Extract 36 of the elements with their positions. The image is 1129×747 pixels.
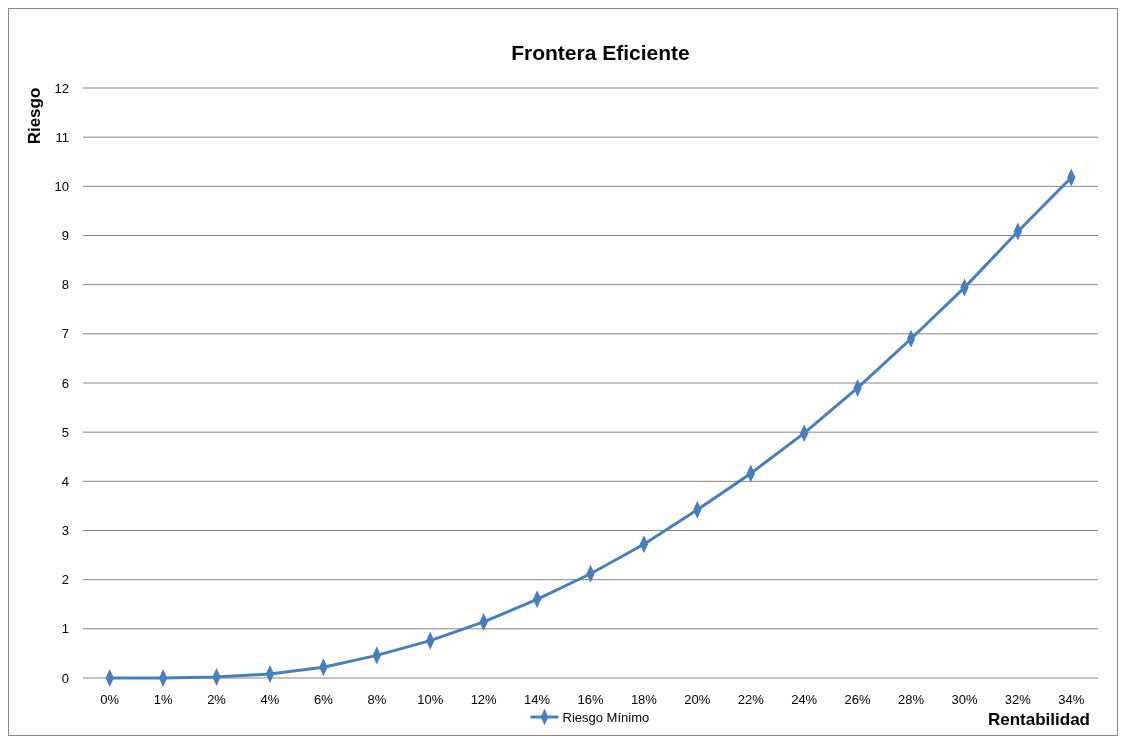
x-tick-label: 34%	[1058, 692, 1085, 707]
y-tick-label: 7	[61, 326, 69, 342]
y-tick-label: 11	[55, 129, 69, 145]
x-tick-label: 22%	[737, 692, 765, 707]
y-tick-label: 0	[61, 670, 69, 686]
x-tick-label: 0%	[100, 692, 120, 707]
x-tick-label: 6%	[314, 692, 334, 707]
x-tick-label: 2%	[207, 692, 227, 707]
x-tick-label: 26%	[844, 692, 872, 707]
x-tick-label: 30%	[951, 692, 978, 707]
x-tick-label: 10%	[417, 692, 444, 707]
y-tick-label: 3	[61, 523, 69, 539]
y-tick-label: 9	[61, 228, 69, 244]
x-tick-label: 24%	[791, 692, 818, 707]
x-tick-label: 1%	[153, 692, 173, 707]
x-tick-label: 18%	[630, 692, 658, 707]
x-tick-label: 12%	[470, 692, 498, 707]
y-tick-label: 4	[61, 473, 69, 489]
y-tick-label: 6	[61, 375, 69, 391]
y-tick-label: 12	[54, 80, 69, 96]
x-tick-label: 14%	[524, 692, 551, 707]
y-tick-label: 10	[54, 178, 69, 194]
legend-label: Riesgo Mínimo	[562, 709, 650, 725]
chart-title: Frontera Eficiente	[511, 41, 690, 64]
x-tick-label: 32%	[1004, 692, 1032, 707]
y-tick-label: 8	[61, 277, 69, 293]
y-axis-title: Riesgo	[25, 87, 44, 145]
x-tick-label: 20%	[684, 692, 711, 707]
x-tick-label: 8%	[367, 692, 387, 707]
x-tick-label: 16%	[577, 692, 604, 707]
x-tick-label: 4%	[260, 692, 280, 707]
y-tick-label: 2	[61, 572, 69, 588]
y-tick-label: 1	[61, 621, 69, 637]
y-tick-label: 5	[61, 424, 69, 440]
x-tick-label: 28%	[898, 692, 925, 707]
x-axis-title: Rentabilidad	[987, 710, 1090, 729]
